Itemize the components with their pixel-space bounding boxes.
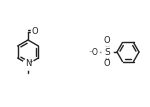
Text: +: + xyxy=(28,59,33,64)
Text: O: O xyxy=(32,27,38,36)
Text: ⁻O: ⁻O xyxy=(88,48,98,56)
Text: O: O xyxy=(104,36,110,45)
Text: S: S xyxy=(104,48,110,56)
Text: N: N xyxy=(25,59,31,68)
Text: O: O xyxy=(104,59,110,68)
